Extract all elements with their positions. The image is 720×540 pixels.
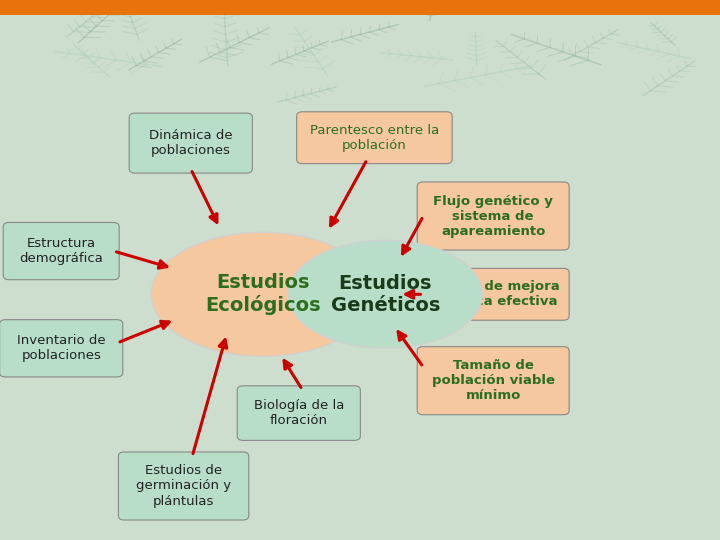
Text: Tamaño de
población viable
mínimo: Tamaño de población viable mínimo	[432, 359, 554, 402]
Text: Parentesco entre la
población: Parentesco entre la población	[310, 124, 439, 152]
FancyBboxPatch shape	[418, 268, 569, 320]
FancyBboxPatch shape	[130, 113, 252, 173]
Ellipse shape	[151, 232, 374, 356]
FancyBboxPatch shape	[237, 386, 360, 441]
Bar	[0, 0, 720, 15]
FancyBboxPatch shape	[418, 347, 569, 415]
Text: Flujo genético y
sistema de
apareamiento: Flujo genético y sistema de apareamiento	[433, 194, 553, 238]
Ellipse shape	[288, 240, 482, 348]
FancyBboxPatch shape	[4, 222, 119, 280]
FancyBboxPatch shape	[418, 182, 569, 250]
Text: Unidad de mejora
genética efectiva: Unidad de mejora genética efectiva	[427, 280, 559, 308]
Text: Dinámica de
poblaciones: Dinámica de poblaciones	[149, 129, 233, 157]
FancyBboxPatch shape	[297, 112, 452, 164]
Text: Estudios de
germinación y
plántulas: Estudios de germinación y plántulas	[136, 464, 231, 508]
FancyBboxPatch shape	[0, 320, 122, 377]
Text: Inventario de
poblaciones: Inventario de poblaciones	[17, 334, 106, 362]
Text: Estudios
Ecológicos: Estudios Ecológicos	[205, 273, 320, 315]
FancyBboxPatch shape	[118, 452, 249, 520]
Text: Biología de la
floración: Biología de la floración	[253, 399, 344, 427]
Text: Estudios
Genéticos: Estudios Genéticos	[330, 274, 440, 315]
Text: Estructura
demográfica: Estructura demográfica	[19, 237, 103, 265]
